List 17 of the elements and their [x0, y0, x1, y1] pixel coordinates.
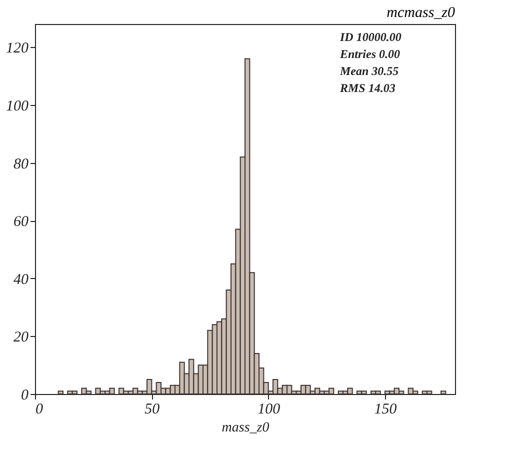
- y-tick-label: 80: [14, 156, 29, 172]
- annotation: Mean 30.55: [339, 64, 399, 78]
- chart-title: mcmass_z0: [386, 5, 456, 21]
- y-tick-label: 0: [21, 388, 29, 404]
- y-tick-label: 60: [14, 214, 29, 230]
- x-tick-label: 0: [36, 402, 44, 418]
- x-tick-label: 50: [144, 402, 160, 418]
- annotation: ID 10000.00: [339, 30, 402, 44]
- y-tick-label: 100: [6, 98, 29, 114]
- x-tick-label: 150: [374, 402, 398, 418]
- y-tick-label: 40: [14, 272, 29, 288]
- x-tick-label: 100: [258, 402, 281, 418]
- x-axis-title: mass_z0: [222, 420, 270, 436]
- annotation: Entries 0.00: [339, 47, 400, 61]
- annotation: RMS 14.03: [339, 81, 396, 95]
- y-tick-label: 120: [6, 40, 29, 57]
- y-tick-label: 20: [14, 330, 29, 346]
